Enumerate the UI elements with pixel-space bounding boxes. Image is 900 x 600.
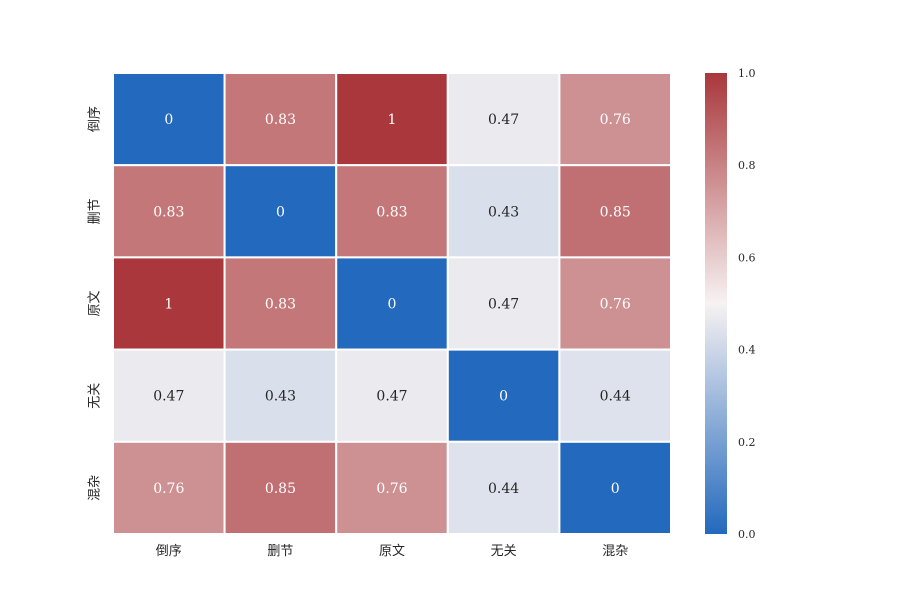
heatmap-cell-value: 0.44 <box>488 481 519 497</box>
x-tick-label: 原文 <box>379 544 405 559</box>
heatmap-cell <box>558 348 673 443</box>
heatmap-cell <box>558 164 673 259</box>
heatmap-cell <box>223 72 338 167</box>
colorbar-tick-label: 0.0 <box>738 528 756 541</box>
colorbar <box>705 73 727 534</box>
heatmap-cell <box>335 440 449 535</box>
heatmap-cell <box>335 72 449 167</box>
heatmap-cell-value: 0 <box>611 481 620 497</box>
heatmap-cell <box>112 164 226 259</box>
heatmap-cell-value: 0.83 <box>265 112 296 128</box>
heatmap-cell <box>446 256 561 351</box>
colorbar-gradient <box>705 73 727 534</box>
x-tick-label: 删节 <box>267 544 293 559</box>
colorbar-tick-label: 1.0 <box>738 67 756 80</box>
heatmap-cell-value: 0 <box>388 297 397 313</box>
heatmap-cell <box>112 440 226 535</box>
heatmap-cell-value: 0.83 <box>265 297 296 313</box>
colorbar-tick-label: 0.2 <box>738 436 756 449</box>
heatmap-cell-value: 0.85 <box>600 204 631 220</box>
x-axis-tick-labels: 倒序 删节 原文 无关 混杂 <box>156 544 628 559</box>
heatmap-cell <box>223 440 338 535</box>
heatmap-cell <box>223 348 338 443</box>
heatmap-cell-value: 1 <box>164 297 173 313</box>
heatmap-cell-value: 0.43 <box>488 204 519 220</box>
heatmap-cell-value: 0.83 <box>153 204 184 220</box>
heatmap-cell-value: 0.47 <box>488 112 519 128</box>
y-tick-label: 原文 <box>88 290 103 316</box>
x-tick-label: 倒序 <box>156 544 182 559</box>
heatmap-cell-value: 0.83 <box>376 204 407 220</box>
heatmap-cell-value: 0 <box>164 112 173 128</box>
heatmap-cell-value: 0.43 <box>265 389 296 405</box>
y-tick-label: 倒序 <box>88 106 103 132</box>
heatmap-cell <box>223 256 338 351</box>
colorbar-tick-labels: 0.0 0.2 0.4 0.6 0.8 1.0 <box>738 67 756 541</box>
heatmap-cell-value: 0.85 <box>265 481 296 497</box>
colorbar-tick-label: 0.4 <box>738 344 756 357</box>
heatmap-cell-value: 0.76 <box>600 112 631 128</box>
heatmap-cell-labels: 0 0.83 1 0.47 0.76 0.83 0 0.83 0.43 0.85 1 0.83 0 0.4… <box>153 112 631 497</box>
heatmap-cell <box>446 348 561 443</box>
heatmap-cell-value: 0 <box>499 389 508 405</box>
heatmap-cell-value: 0.47 <box>153 389 184 405</box>
y-tick-label: 混杂 <box>88 475 103 501</box>
x-tick-label: 混杂 <box>602 544 628 559</box>
colorbar-tick-label: 0.6 <box>738 251 756 264</box>
heatmap-cell-value: 0.47 <box>488 297 519 313</box>
x-tick-label: 无关 <box>491 544 517 559</box>
heatmap-cell-value: 0.44 <box>600 389 631 405</box>
heatmap-cell-value: 0.76 <box>600 297 631 313</box>
heatmap-cell <box>558 440 673 535</box>
heatmap-cell-value: 0 <box>276 204 285 220</box>
heatmap-cell-value: 0.76 <box>376 481 407 497</box>
heatmap-cells <box>112 72 673 535</box>
heatmap-cell-value: 0.76 <box>153 481 184 497</box>
y-tick-label: 无关 <box>88 383 103 409</box>
heatmap-cell <box>112 72 226 167</box>
heatmap-cell-value: 1 <box>388 112 397 128</box>
heatmap-cell <box>335 348 449 443</box>
heatmap-cell <box>112 348 226 443</box>
colorbar-tick-label: 0.8 <box>738 159 756 172</box>
heatmap-cell-value: 0.47 <box>376 389 407 405</box>
heatmap-cell <box>335 164 449 259</box>
y-tick-label: 删节 <box>88 198 103 224</box>
